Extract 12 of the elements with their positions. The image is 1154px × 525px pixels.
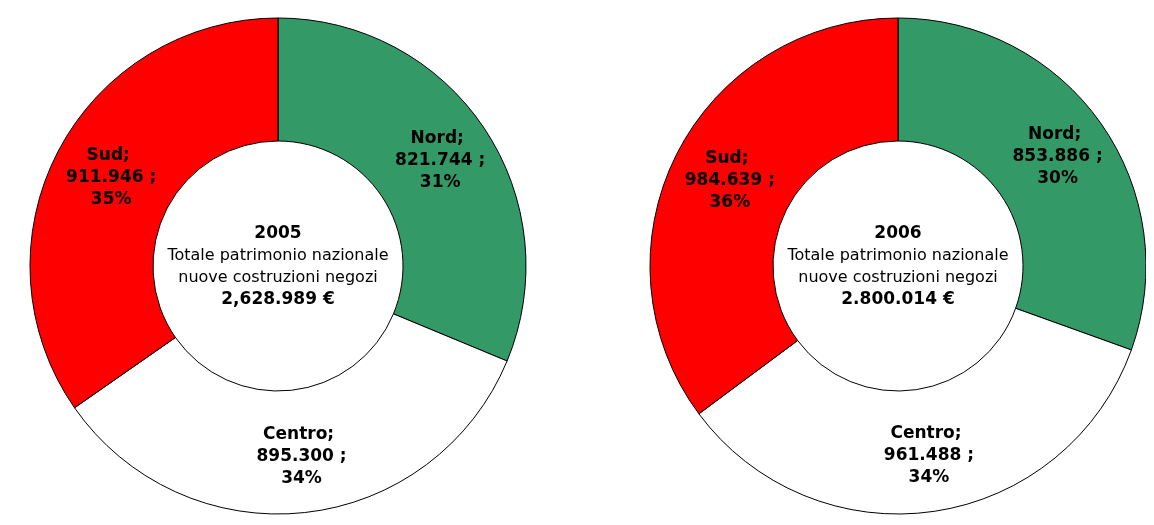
slice-label: Nord; 853.886 ; 30%: [1006, 122, 1103, 187]
slice-label: Sud; 911.946 ; 35%: [60, 144, 157, 209]
slice-label: Centro; 895.300 ; 34%: [250, 423, 347, 488]
text: Totale patrimonio nazionale nuove costruzioni negozi: [786, 244, 1009, 286]
text: Totale patrimonio nazionale nuove costruzioni negozi: [166, 244, 389, 286]
slice-label: Nord; 821.744 ; 31%: [389, 126, 486, 191]
slice-label: Centro; 961.488 ; 34%: [877, 422, 975, 487]
text: 2005: [254, 222, 302, 242]
text: 2006: [874, 222, 922, 242]
text: 2,628.989 €: [221, 288, 335, 308]
slice-label: Sud; 984.639 ; 36%: [678, 146, 775, 211]
text: 2.800.014 €: [841, 288, 955, 308]
